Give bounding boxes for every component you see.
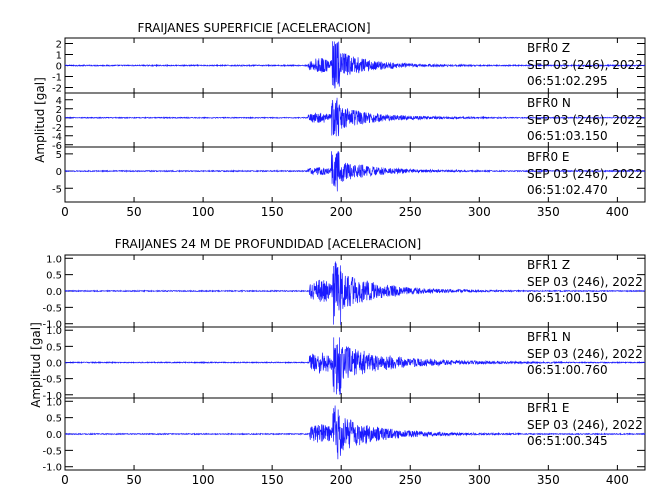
y-tick-label: -5	[52, 184, 62, 195]
y-tick-label: 0.5	[46, 414, 62, 425]
time-label: 06:51:02.470	[527, 183, 608, 197]
y-tick-label: 2	[56, 40, 62, 51]
waveform-trace-bfr1-e	[64, 405, 646, 460]
date-label: SEP 03 (246), 2022	[527, 58, 643, 72]
y-tick-label: -1	[52, 73, 62, 84]
panel-frame	[64, 146, 646, 203]
y-tick-label: -6	[52, 141, 62, 152]
chart-surface: FRAIJANES SUPERFICIE [ACELERACION] Ampli…	[33, 21, 646, 219]
panel-bfr1-n: -1.0 -0.5 0.0 0.5 1.0 BFR1 N SEP 03 (246), 202…	[42, 326, 646, 402]
y-tick-label: 0	[56, 167, 62, 178]
waveform-trace-bfr1-z	[64, 261, 646, 325]
x-tick-label: 250	[399, 473, 422, 487]
panel-bfr1-z: -1.0 -0.5 0.0 0.5 1.0 BFR1 Z SEP 03 (246), 202…	[42, 254, 646, 331]
waveform-trace-bfr0-n	[64, 97, 646, 137]
x-tick-label: 150	[261, 473, 284, 487]
y-tick-label: 0	[56, 62, 62, 73]
date-label: SEP 03 (246), 2022	[527, 418, 643, 432]
y-tick-label: -4	[52, 132, 62, 143]
x-tick-label: 150	[261, 205, 284, 219]
y-tick-label: 5	[56, 150, 62, 161]
y-tick-label: -2	[52, 123, 62, 134]
y-tick-label: -0.5	[42, 303, 62, 314]
y-tick-label: 0.5	[46, 342, 62, 353]
x-tick-label: 200	[330, 473, 353, 487]
y-tick-label: 0.0	[46, 430, 62, 441]
date-label: SEP 03 (246), 2022	[527, 347, 643, 361]
date-label: SEP 03 (246), 2022	[527, 167, 643, 181]
y-tick-label: 1.0	[46, 397, 62, 408]
y-tick-label: 0.5	[46, 271, 62, 282]
waveform-trace-bfr0-z	[64, 41, 646, 89]
x-tick-label: 100	[192, 473, 215, 487]
y-tick-label: -0.5	[42, 446, 62, 457]
x-tick-label: 350	[537, 205, 560, 219]
chart-title-surface: FRAIJANES SUPERFICIE [ACELERACION]	[137, 21, 370, 35]
x-tick-label: 300	[468, 205, 491, 219]
x-tick-label: 400	[606, 205, 629, 219]
station-component-label: BFR0 N	[527, 96, 571, 110]
x-tick-label: 100	[192, 205, 215, 219]
waveform-trace-bfr1-n	[64, 337, 646, 395]
x-tick-label: 50	[126, 205, 141, 219]
y-tick-label: -2	[52, 84, 62, 95]
y-tick-label: -1.0	[42, 391, 62, 402]
plot-area-depth: -1.0 -0.5 0.0 0.5 1.0 BFR1 Z SEP 03 (246), 202…	[42, 254, 646, 487]
time-label: 06:51:00.150	[527, 291, 608, 305]
time-label: 06:51:00.760	[527, 363, 608, 377]
panel-bfr1-e: -1.0 -0.5 0.0 0.5 1.0 BFR1 E SEP 03 (246), 202…	[42, 397, 646, 474]
time-label: 06:51:02.295	[527, 74, 608, 88]
y-axis-label-depth: Amplitud [gal]	[29, 322, 43, 408]
station-component-label: BFR1 E	[527, 401, 570, 415]
x-tick-label: 50	[126, 473, 141, 487]
x-tick-label: 400	[606, 473, 629, 487]
time-label: 06:51:00.345	[527, 434, 608, 448]
y-tick-label: 1	[56, 51, 62, 62]
waveform-trace-bfr0-e	[64, 151, 646, 192]
x-tick-label: 0	[61, 205, 69, 219]
y-tick-label: 0	[56, 114, 62, 125]
station-component-label: BFR0 Z	[527, 41, 570, 55]
x-tick-label: 0	[61, 473, 69, 487]
y-tick-label: 1.0	[46, 326, 62, 337]
y-tick-label: 1.0	[46, 254, 62, 265]
date-label: SEP 03 (246), 2022	[527, 275, 643, 289]
x-tick-label: 350	[537, 473, 560, 487]
y-tick-label: -1.0	[42, 320, 62, 331]
chart-depth: FRAIJANES 24 M DE PROFUNDIDAD [ACELERACI…	[29, 237, 646, 487]
panel-bfr0-e: -5 0 5 BFR0 E SEP 03 (246), 2022 06:51:02.470	[52, 146, 646, 203]
y-axis-label-surface: Amplitud [gal]	[33, 77, 47, 163]
time-label: 06:51:03.150	[527, 129, 608, 143]
x-tick-label: 250	[399, 205, 422, 219]
y-tick-label: 4	[56, 96, 62, 107]
y-tick-label: 2	[56, 105, 62, 116]
station-component-label: BFR0 E	[527, 150, 570, 164]
y-tick-label: -1.0	[42, 463, 62, 474]
date-label: SEP 03 (246), 2022	[527, 113, 643, 127]
station-component-label: BFR1 Z	[527, 258, 570, 272]
x-tick-label: 200	[330, 205, 353, 219]
y-tick-label: 0.0	[46, 359, 62, 370]
x-tick-label: 300	[468, 473, 491, 487]
y-tick-label: -0.5	[42, 375, 62, 386]
chart-title-depth: FRAIJANES 24 M DE PROFUNDIDAD [ACELERACI…	[115, 237, 421, 251]
station-component-label: BFR1 N	[527, 330, 571, 344]
y-tick-label: 0.0	[46, 287, 62, 298]
